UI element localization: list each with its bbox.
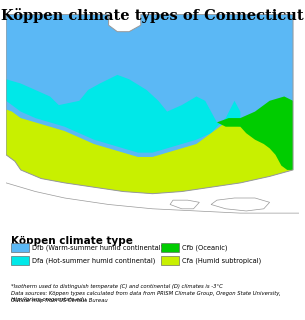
Bar (11, 243, 29, 252)
Text: Data sources: Köppen types calculated from data from PRISM Climate Group, Oregon: Data sources: Köppen types calculated fr… (11, 291, 281, 302)
Bar (11, 256, 29, 265)
Text: Outline map from US Census Bureau: Outline map from US Census Bureau (11, 298, 108, 303)
Polygon shape (6, 112, 70, 165)
Polygon shape (217, 96, 293, 170)
Text: Köppen climate type: Köppen climate type (11, 236, 133, 246)
Text: Dfb (Warm-summer humid continental): Dfb (Warm-summer humid continental) (32, 244, 163, 251)
Polygon shape (6, 75, 240, 153)
Bar (161, 243, 179, 252)
Text: Dfa (Hot-summer humid continental): Dfa (Hot-summer humid continental) (32, 258, 155, 264)
Polygon shape (6, 14, 293, 194)
Text: Cfb (Oceanic): Cfb (Oceanic) (181, 244, 227, 251)
Text: Cfa (Humid subtropical): Cfa (Humid subtropical) (181, 258, 261, 264)
Text: Köppen climate types of Connecticut: Köppen climate types of Connecticut (1, 8, 304, 23)
Text: *Isotherm used to distinguish temperate (C) and continental (D) climates is -3°C: *Isotherm used to distinguish temperate … (11, 284, 223, 289)
Bar (161, 256, 179, 265)
Polygon shape (6, 109, 293, 194)
